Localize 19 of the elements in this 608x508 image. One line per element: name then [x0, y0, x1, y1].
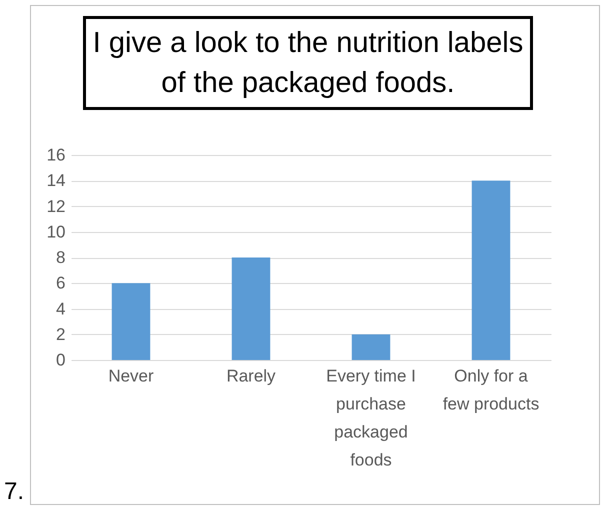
x-tick-label: Every time I purchase packaged foods — [326, 366, 416, 470]
x-tick-label: Rarely — [226, 366, 276, 386]
x-tick-label: Never — [108, 366, 154, 386]
text: 7. — [4, 478, 24, 506]
y-tick-label: 0 — [56, 350, 66, 370]
y-tick-label: 10 — [46, 222, 66, 242]
y-tick-label: 6 — [56, 274, 66, 293]
bar — [472, 180, 510, 360]
y-tick-label: 2 — [56, 324, 66, 344]
x-tick-label: Only for a few products — [442, 366, 540, 414]
y-tick-label: 12 — [46, 196, 66, 216]
bar — [112, 283, 150, 360]
bar — [352, 334, 390, 360]
chart-title: I give a look to the nutrition labels of the packaged foods. — [83, 16, 533, 110]
y-tick-label: 8 — [56, 248, 66, 267]
y-tick-label: 14 — [46, 171, 66, 190]
y-tick-label: 16 — [46, 146, 66, 164]
bar — [232, 258, 270, 360]
y-tick-label: 4 — [56, 299, 66, 318]
